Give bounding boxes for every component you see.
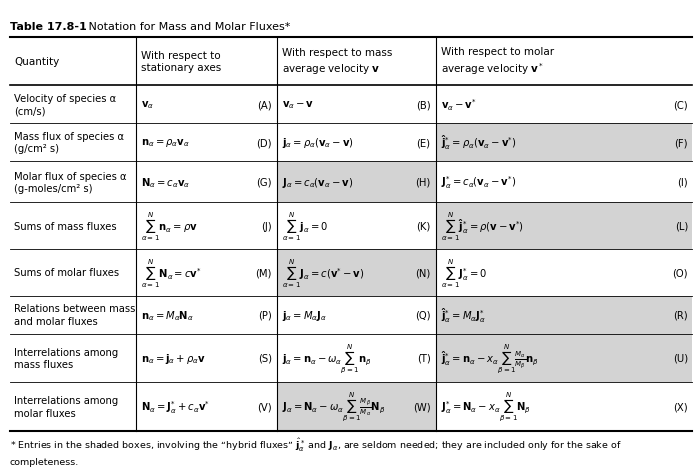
Text: $\sum_{\alpha=1}^{N}\mathbf{N}_{\alpha} = c\mathbf{v}^{*}$: $\sum_{\alpha=1}^{N}\mathbf{N}_{\alpha} …	[141, 256, 202, 289]
Text: Interrelations among
molar fluxes: Interrelations among molar fluxes	[14, 396, 118, 418]
Text: (X): (X)	[673, 402, 688, 412]
Text: Sums of mass fluxes: Sums of mass fluxes	[14, 221, 117, 231]
Text: Molar flux of species α
(g-moles/cm² s): Molar flux of species α (g-moles/cm² s)	[14, 171, 127, 194]
Text: $\sum_{\alpha=1}^{N}\mathbf{J}^{*}_{\alpha} = 0$: $\sum_{\alpha=1}^{N}\mathbf{J}^{*}_{\alp…	[440, 256, 487, 289]
Text: (G): (G)	[256, 178, 272, 188]
Text: $\mathbf{v}_{\alpha}$: $\mathbf{v}_{\alpha}$	[141, 99, 154, 111]
Text: (N): (N)	[415, 268, 430, 278]
Text: (V): (V)	[257, 402, 272, 412]
Text: Table 17.8-1: Table 17.8-1	[10, 22, 87, 32]
Text: Interrelations among
mass fluxes: Interrelations among mass fluxes	[14, 347, 118, 369]
Text: $\mathbf{v}_{\alpha} - \mathbf{v}$: $\mathbf{v}_{\alpha} - \mathbf{v}$	[281, 99, 314, 111]
Text: $\mathbf{\hat{j}}^{*}_{\alpha} = M_{\alpha}\mathbf{J}^{*}_{\alpha}$: $\mathbf{\hat{j}}^{*}_{\alpha} = M_{\alp…	[440, 306, 486, 324]
Text: (R): (R)	[673, 310, 688, 320]
Text: Quantity: Quantity	[14, 57, 60, 67]
Text: $\mathbf{\hat{j}}^{*}_{\alpha} = \rho_{\alpha}(\mathbf{v}_{\alpha} - \mathbf{v}^: $\mathbf{\hat{j}}^{*}_{\alpha} = \rho_{\…	[440, 134, 516, 152]
Text: * Entries in the shaded boxes, involving the “hybrid fluxes” $\hat{\mathbf{j}}^*: * Entries in the shaded boxes, involving…	[10, 436, 622, 466]
Text: (M): (M)	[256, 268, 272, 278]
Text: $\sum_{\alpha=1}^{N}\mathbf{n}_{\alpha} = \rho\mathbf{v}$: $\sum_{\alpha=1}^{N}\mathbf{n}_{\alpha} …	[141, 210, 198, 243]
Text: $\mathbf{n}_{\alpha} = \rho_{\alpha}\mathbf{v}_{\alpha}$: $\mathbf{n}_{\alpha} = \rho_{\alpha}\mat…	[141, 137, 190, 149]
Bar	[435, 124, 692, 162]
Text: (D): (D)	[256, 138, 272, 148]
Text: (O): (O)	[673, 268, 688, 278]
Text: (J): (J)	[261, 221, 272, 231]
Text: (L): (L)	[675, 221, 688, 231]
Text: (E): (E)	[416, 138, 430, 148]
Text: (K): (K)	[416, 221, 430, 231]
Text: (U): (U)	[673, 353, 688, 363]
Text: (A): (A)	[257, 100, 272, 110]
Text: $\mathbf{j}_{\alpha} = M_{\alpha}\mathbf{J}_{\alpha}$: $\mathbf{j}_{\alpha} = M_{\alpha}\mathbf…	[281, 308, 327, 322]
Text: $\mathbf{j}_{\alpha} = \rho_{\alpha}(\mathbf{v}_{\alpha} - \mathbf{v})$: $\mathbf{j}_{\alpha} = \rho_{\alpha}(\ma…	[281, 136, 354, 150]
Text: $\mathbf{N}_{\alpha} = \mathbf{J}^{*}_{\alpha} + c_{\alpha}\mathbf{v}^{*}$: $\mathbf{N}_{\alpha} = \mathbf{J}^{*}_{\…	[141, 398, 210, 415]
Text: $\mathbf{n}_{\alpha} = M_{\alpha}\mathbf{N}_{\alpha}$: $\mathbf{n}_{\alpha} = M_{\alpha}\mathbf…	[141, 308, 194, 322]
Text: $\sum_{\alpha=1}^{N}\mathbf{j}_{\alpha} = 0$: $\sum_{\alpha=1}^{N}\mathbf{j}_{\alpha} …	[281, 210, 328, 243]
Bar	[276, 162, 435, 203]
Text: Relations between mass
and molar fluxes: Relations between mass and molar fluxes	[14, 304, 135, 326]
Text: $\mathbf{v}_{\alpha} - \mathbf{v}^{*}$: $\mathbf{v}_{\alpha} - \mathbf{v}^{*}$	[440, 97, 476, 113]
Text: $\mathbf{j}_{\alpha} = \mathbf{n}_{\alpha} - \omega_{\alpha}\sum_{\beta=1}^{N}\m: $\mathbf{j}_{\alpha} = \mathbf{n}_{\alph…	[281, 341, 372, 375]
Bar	[435, 334, 692, 383]
Text: (I): (I)	[678, 178, 688, 188]
Text: Notation for Mass and Molar Fluxes*: Notation for Mass and Molar Fluxes*	[78, 22, 290, 32]
Text: (C): (C)	[673, 100, 688, 110]
Text: $\mathbf{J}^{*}_{\alpha} = c_{\alpha}(\mathbf{v}_{\alpha} - \mathbf{v}^{*})$: $\mathbf{J}^{*}_{\alpha} = c_{\alpha}(\m…	[440, 174, 516, 191]
Text: (T): (T)	[416, 353, 430, 363]
Text: $\mathbf{J}_{\alpha} = \mathbf{N}_{\alpha} - \omega_{\alpha}\sum_{\beta=1}^{N}\f: $\mathbf{J}_{\alpha} = \mathbf{N}_{\alph…	[281, 390, 385, 424]
Text: (H): (H)	[415, 178, 430, 188]
Bar	[276, 383, 435, 431]
Text: $\sum_{\alpha=1}^{N}\mathbf{\hat{j}}^{*}_{\alpha} = \rho(\mathbf{v} - \mathbf{v}: $\sum_{\alpha=1}^{N}\mathbf{\hat{j}}^{*}…	[440, 210, 524, 243]
Text: (S): (S)	[258, 353, 272, 363]
Bar	[10, 38, 692, 431]
Text: Mass flux of species α
(g/cm² s): Mass flux of species α (g/cm² s)	[14, 132, 124, 154]
Text: (Q): (Q)	[415, 310, 430, 320]
Text: With respect to molar
average velocity $\mathbf{v}^*$: With respect to molar average velocity $…	[440, 47, 554, 77]
Text: $\sum_{\alpha=1}^{N}\mathbf{J}_{\alpha} = c(\mathbf{v}^{*} - \mathbf{v})$: $\sum_{\alpha=1}^{N}\mathbf{J}_{\alpha} …	[281, 256, 364, 289]
Bar	[435, 203, 692, 249]
Bar	[276, 249, 435, 296]
Text: (W): (W)	[413, 402, 430, 412]
Text: $\mathbf{n}_{\alpha} = \mathbf{j}_{\alpha} + \rho_{\alpha}\mathbf{v}$: $\mathbf{n}_{\alpha} = \mathbf{j}_{\alph…	[141, 351, 206, 365]
Bar	[435, 296, 692, 334]
Text: $\mathbf{J}_{\alpha} = c_{\alpha}(\mathbf{v}_{\alpha} - \mathbf{v})$: $\mathbf{J}_{\alpha} = c_{\alpha}(\mathb…	[281, 176, 353, 189]
Text: (P): (P)	[258, 310, 272, 320]
Text: $\mathbf{\hat{j}}^{*}_{\alpha} = \mathbf{n}_{\alpha} - x_{\alpha}\sum_{\beta=1}^: $\mathbf{\hat{j}}^{*}_{\alpha} = \mathbf…	[440, 341, 538, 375]
Text: (F): (F)	[675, 138, 688, 148]
Text: With respect to
stationary axes: With respect to stationary axes	[141, 50, 221, 73]
Text: $\mathbf{J}^{*}_{\alpha} = \mathbf{N}_{\alpha} - x_{\alpha}\sum_{\beta=1}^{N}\ma: $\mathbf{J}^{*}_{\alpha} = \mathbf{N}_{\…	[440, 390, 531, 424]
Text: $\mathbf{N}_{\alpha} = c_{\alpha}\mathbf{v}_{\alpha}$: $\mathbf{N}_{\alpha} = c_{\alpha}\mathbf…	[141, 176, 190, 189]
Text: Velocity of species α
(cm/s): Velocity of species α (cm/s)	[14, 94, 116, 116]
Text: Sums of molar fluxes: Sums of molar fluxes	[14, 268, 119, 278]
Text: With respect to mass
average velocity $\mathbf{v}$: With respect to mass average velocity $\…	[281, 49, 392, 75]
Text: (B): (B)	[416, 100, 430, 110]
